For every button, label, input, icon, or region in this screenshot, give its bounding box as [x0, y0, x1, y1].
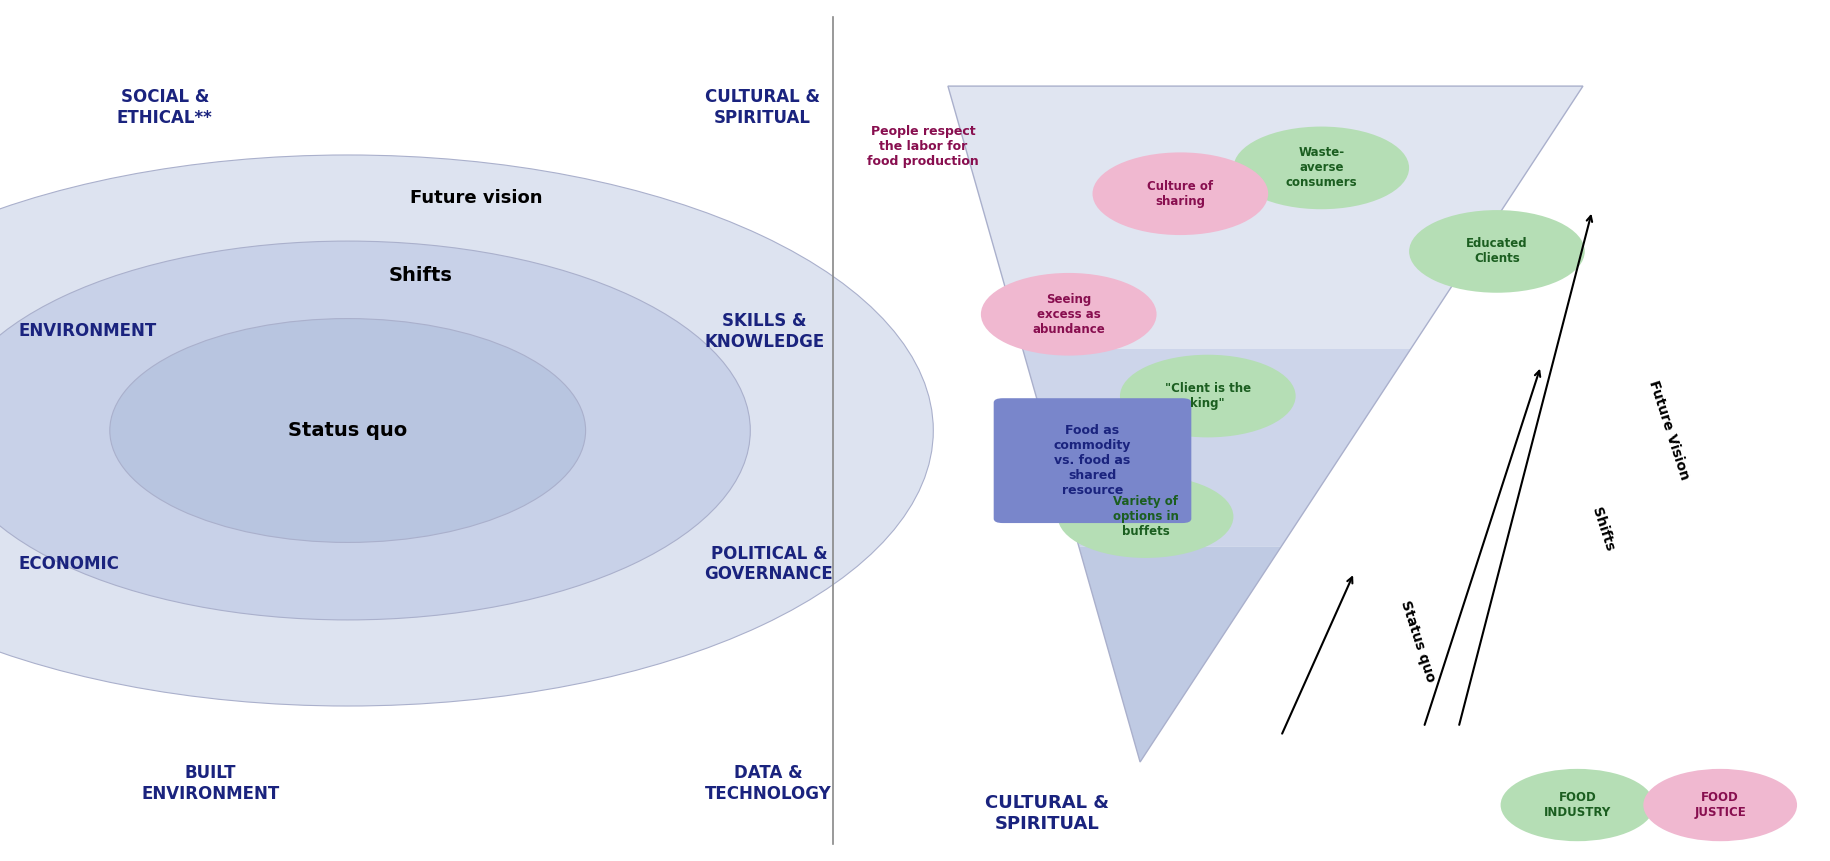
Circle shape	[1233, 127, 1409, 209]
Circle shape	[981, 273, 1157, 356]
Text: Waste-
averse
consumers: Waste- averse consumers	[1285, 146, 1358, 189]
Circle shape	[0, 155, 933, 706]
Text: Educated
Clients: Educated Clients	[1466, 238, 1528, 265]
Text: POLITICAL &
GOVERNANCE: POLITICAL & GOVERNANCE	[705, 544, 833, 584]
FancyBboxPatch shape	[994, 398, 1191, 523]
Polygon shape	[1023, 349, 1411, 547]
Text: Shifts: Shifts	[390, 266, 452, 285]
Text: Status quo: Status quo	[287, 421, 408, 440]
Text: "Client is the
king": "Client is the king"	[1164, 382, 1252, 410]
Text: BUILT
ENVIRONMENT: BUILT ENVIRONMENT	[141, 764, 280, 803]
Text: SOCIAL &
ETHICAL**: SOCIAL & ETHICAL**	[117, 88, 212, 127]
Text: Future vision: Future vision	[410, 189, 542, 207]
Circle shape	[1501, 769, 1654, 841]
Circle shape	[1643, 769, 1797, 841]
Circle shape	[110, 319, 586, 542]
Text: DATA &
TECHNOLOGY: DATA & TECHNOLOGY	[705, 764, 831, 803]
Text: Seeing
excess as
abundance: Seeing excess as abundance	[1032, 293, 1105, 336]
Text: ENVIRONMENT: ENVIRONMENT	[18, 323, 157, 340]
Text: Future Vision: Future Vision	[1647, 379, 1691, 482]
Text: SKILLS &
KNOWLEDGE: SKILLS & KNOWLEDGE	[705, 312, 825, 351]
Text: Status quo: Status quo	[1398, 598, 1438, 684]
Circle shape	[1409, 210, 1585, 293]
Polygon shape	[1080, 547, 1281, 762]
Text: CULTURAL &
SPIRITUAL: CULTURAL & SPIRITUAL	[985, 794, 1109, 833]
Text: CULTURAL &
SPIRITUAL: CULTURAL & SPIRITUAL	[705, 88, 820, 127]
Text: FOOD
INDUSTRY: FOOD INDUSTRY	[1545, 791, 1610, 819]
Polygon shape	[948, 86, 1583, 349]
Text: FOOD
JUSTICE: FOOD JUSTICE	[1695, 791, 1746, 819]
Text: People respect
the labor for
food production: People respect the labor for food produc…	[867, 125, 979, 168]
Circle shape	[1120, 355, 1296, 437]
Text: Culture of
sharing: Culture of sharing	[1147, 180, 1213, 208]
Circle shape	[1058, 475, 1233, 558]
Text: Shifts: Shifts	[1590, 505, 1616, 554]
Text: ECONOMIC: ECONOMIC	[18, 555, 119, 573]
Text: Variety of
options in
buffets: Variety of options in buffets	[1113, 495, 1179, 538]
Circle shape	[0, 241, 750, 620]
Circle shape	[1093, 152, 1268, 235]
Text: Food as
commodity
vs. food as
shared
resource: Food as commodity vs. food as shared res…	[1054, 424, 1131, 497]
